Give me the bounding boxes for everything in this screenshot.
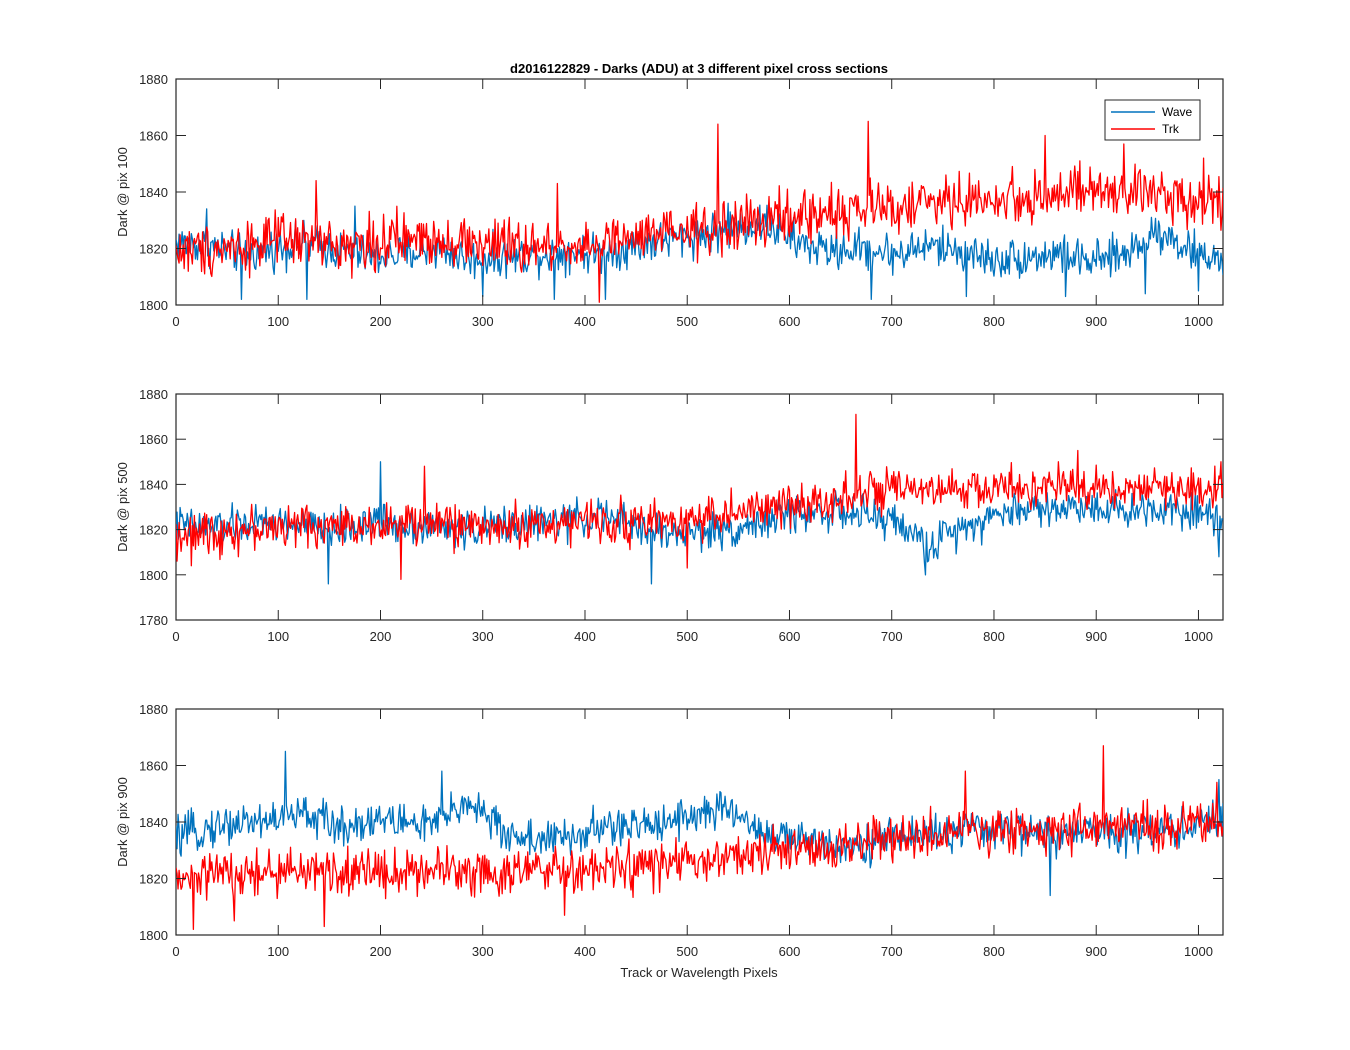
subplot-2-series-group [176, 413, 1223, 585]
x-tick-label: 600 [779, 944, 801, 959]
series-line-trk-3 [176, 745, 1223, 930]
x-tick-label: 400 [574, 944, 596, 959]
y-tick-label: 1840 [139, 815, 168, 830]
x-tick-label: 900 [1085, 314, 1107, 329]
x-tick-label: 700 [881, 944, 903, 959]
y-tick-label: 1840 [139, 477, 168, 492]
series-line-wave-2 [176, 461, 1223, 585]
x-tick-label: 900 [1085, 629, 1107, 644]
x-tick-label: 1000 [1184, 629, 1213, 644]
series-line-wave-3 [176, 750, 1223, 897]
x-tick-label: 600 [779, 314, 801, 329]
subplot-2: 0 100 200 300 400 500 600 700 800 900 1000 1780 1800… [115, 387, 1224, 644]
series-line-trk-2 [176, 413, 1223, 580]
x-axis-label: Track or Wavelength Pixels [620, 965, 778, 980]
subplot-3-series-group [176, 745, 1223, 930]
x-tick-label: 700 [881, 314, 903, 329]
y-tick-label: 1880 [139, 72, 168, 87]
x-tick-label: 300 [472, 629, 494, 644]
x-tick-label: 800 [983, 314, 1005, 329]
y-tick-label: 1820 [139, 242, 168, 257]
plots-layer: 0 100 200 300 400 500 600 700 800 900 100018001820… [115, 72, 1224, 959]
y-axis-label-2: Dark @ pix 500 [115, 462, 130, 552]
x-tick-label: 200 [370, 314, 392, 329]
x-tick-label: 300 [472, 944, 494, 959]
y-tick-label: 1800 [139, 568, 168, 583]
y-tick-label: 1880 [139, 387, 168, 402]
subplot-1: 0 100 200 300 400 500 600 700 800 900 1000 1800 1820… [115, 72, 1224, 329]
x-tick-label: 500 [676, 944, 698, 959]
y-tick-label: 1860 [139, 759, 168, 774]
y-tick-label: 1820 [139, 872, 168, 887]
x-tick-label: 1000 [1184, 314, 1213, 329]
x-tick-label: 800 [983, 944, 1005, 959]
subplot-1-series-group [176, 120, 1223, 303]
y-axis-label-3: Dark @ pix 900 [115, 777, 130, 867]
x-tick-label: 200 [370, 629, 392, 644]
x-tick-label: 100 [267, 629, 289, 644]
subplot-3: 0 100 200 300 400 500 600 700 800 900 1000 1800 1820… [115, 702, 1224, 959]
y-tick-label: 1780 [139, 613, 168, 628]
x-tick-label: 700 [881, 629, 903, 644]
legend-label-trk: Trk [1162, 122, 1180, 136]
x-tick-label: 900 [1085, 944, 1107, 959]
x-tick-label: 500 [676, 629, 698, 644]
legend-box [1104, 99, 1201, 141]
x-tick-label: 500 [676, 314, 698, 329]
x-tick-label: 1000 [1184, 944, 1213, 959]
x-tick-label: 100 [267, 944, 289, 959]
y-tick-label: 1860 [139, 432, 168, 447]
x-tick-label: 800 [983, 629, 1005, 644]
x-tick-label: 0 [172, 629, 179, 644]
legend: Wave Trk [1104, 99, 1201, 141]
x-tick-label: 200 [370, 944, 392, 959]
x-tick-label: 400 [574, 629, 596, 644]
x-tick-label: 100 [267, 314, 289, 329]
legend-label-wave: Wave [1162, 105, 1193, 119]
x-tick-label: 0 [172, 314, 179, 329]
x-tick-label: 0 [172, 944, 179, 959]
chart-title: d2016122829 - Darks (ADU) at 3 different… [510, 61, 888, 76]
y-tick-label: 1800 [139, 298, 168, 313]
y-tick-label: 1820 [139, 523, 168, 538]
y-tick-label: 1840 [139, 185, 168, 200]
series-line-trk-1 [176, 120, 1223, 303]
x-tick-label: 400 [574, 314, 596, 329]
y-tick-label: 1860 [139, 129, 168, 144]
y-axis-label-1: Dark @ pix 100 [115, 147, 130, 237]
y-tick-label: 1880 [139, 702, 168, 717]
y-tick-label: 1800 [139, 928, 168, 943]
x-tick-label: 300 [472, 314, 494, 329]
x-tick-label: 600 [779, 629, 801, 644]
